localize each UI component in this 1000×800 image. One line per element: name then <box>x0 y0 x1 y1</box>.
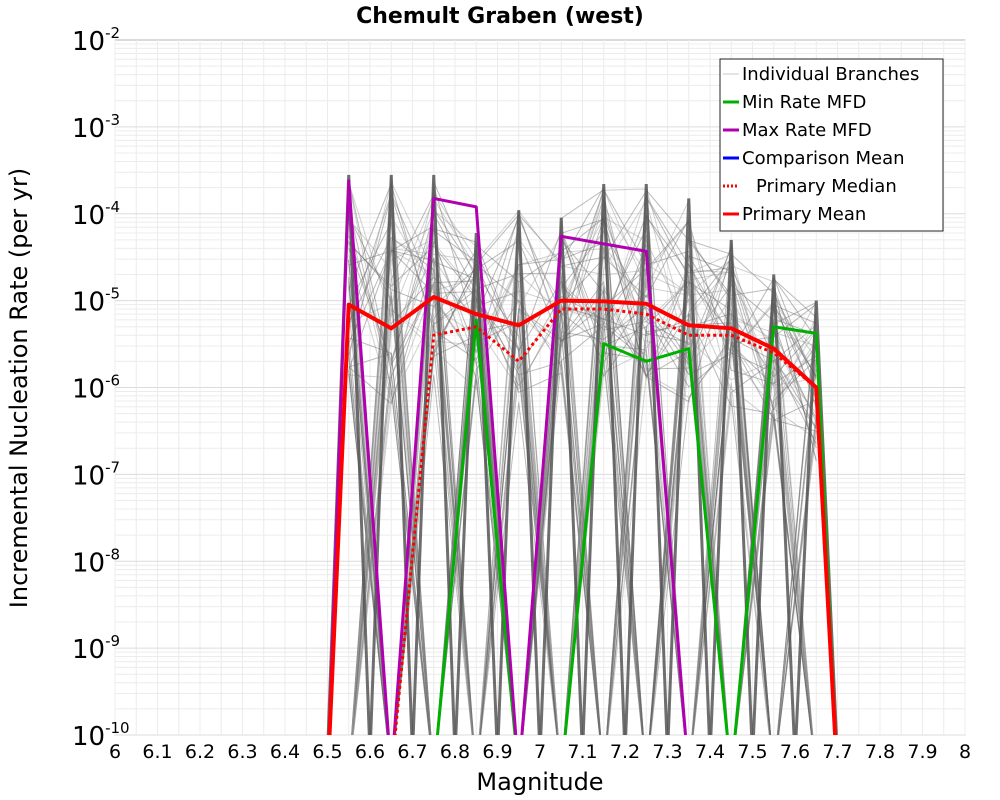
x-tick-label: 7.7 <box>822 741 852 763</box>
y-tick-label: 10-4 <box>72 198 120 231</box>
x-tick-label: 6 <box>109 741 121 763</box>
x-tick-label: 6.4 <box>270 741 300 763</box>
branch-spike <box>581 183 626 735</box>
y-tick-label: 10-7 <box>72 458 120 491</box>
branch-spike <box>539 217 584 735</box>
x-tick-label: 7.3 <box>652 741 682 763</box>
legend-label: Comparison Mean <box>742 148 905 169</box>
branch-line <box>348 188 771 735</box>
branch-line <box>348 286 729 735</box>
legend-box <box>719 58 944 232</box>
y-tick-labels: 10-10 10-9 10-8 10-7 10-6 10-5 10-4 10-3 10-2 <box>72 24 130 752</box>
x-tick-label: 7.9 <box>907 741 937 763</box>
branch-line <box>348 189 729 735</box>
branch-line <box>348 214 817 735</box>
x-tick-label: 6.3 <box>227 741 257 763</box>
branch-line <box>348 198 771 735</box>
branch-line <box>351 198 817 735</box>
branch-spike <box>496 210 541 735</box>
y-tick-label: 10-9 <box>72 632 120 665</box>
legend-label: Primary Median <box>756 176 897 197</box>
legend-label: Min Rate MFD <box>742 92 866 113</box>
x-tick-label: 7.2 <box>610 741 640 763</box>
branch-line <box>348 183 817 735</box>
y-tick-label: 10-2 <box>72 24 120 57</box>
series-line-primary-mean <box>327 295 838 735</box>
y-tick-label: 10-3 <box>72 111 120 144</box>
y-axis-label: Incremental Nucleation Rate (per yr) <box>5 168 33 608</box>
x-tick-label: 7 <box>534 741 546 763</box>
series-lines <box>327 179 838 735</box>
branch-line <box>351 210 817 735</box>
x-tick-label: 6.6 <box>355 741 385 763</box>
branch-line <box>352 227 817 735</box>
legend-label: Primary Mean <box>742 204 866 225</box>
x-tick-label: 6.8 <box>440 741 470 763</box>
x-tick-label: 7.6 <box>780 741 810 763</box>
y-tick-label: 10-10 <box>72 719 130 752</box>
x-tick-label: 6.1 <box>142 741 172 763</box>
legend: Individual Branches Min Rate MFD Max Rate … <box>719 58 944 232</box>
x-axis-label: Magnitude <box>476 768 603 796</box>
legend-label: Individual Branches <box>742 64 919 85</box>
branch-line <box>348 216 686 735</box>
branch-spike <box>666 198 711 735</box>
branch-line <box>351 193 817 735</box>
x-tick-label: 6.9 <box>482 741 512 763</box>
x-tick-label: 6.7 <box>397 741 427 763</box>
branch-line <box>348 218 817 735</box>
branch-spike <box>624 183 669 735</box>
x-tick-label: 7.8 <box>865 741 895 763</box>
branch-line <box>348 283 814 735</box>
y-tick-label: 10-5 <box>72 285 120 318</box>
branch-line <box>348 207 817 735</box>
branch-spike <box>752 274 796 735</box>
x-tick-label: 8 <box>959 741 971 763</box>
x-tick-label: 6.5 <box>312 741 342 763</box>
x-tick-label: 6.2 <box>185 741 215 763</box>
chart-title: Chemult Graben (west) <box>356 4 644 29</box>
x-tick-labels: 6 6.1 6.2 6.3 6.4 6.5 6.6 6.7 6.8 6.9 7 7.1 7.2 7.3 7.… <box>109 741 971 763</box>
series-line-primary-median <box>393 307 837 735</box>
x-tick-label: 7.5 <box>737 741 767 763</box>
branch-line <box>348 185 817 735</box>
branch-spike <box>411 174 456 735</box>
y-tick-label: 10-8 <box>72 545 120 578</box>
branch-line <box>351 188 817 735</box>
branch-spike <box>709 239 754 735</box>
branch-line <box>348 229 817 735</box>
branch-line <box>351 238 817 735</box>
x-tick-label: 7.4 <box>695 741 725 763</box>
series-line-min-rate-mfd <box>435 318 837 735</box>
branch-spike <box>454 232 499 735</box>
x-tick-label: 7.1 <box>567 741 597 763</box>
branch-spike <box>369 174 414 735</box>
legend-label: Max Rate MFD <box>742 120 872 141</box>
series-line-max-rate-mfd <box>327 179 688 735</box>
y-tick-label: 10-6 <box>72 372 120 405</box>
branch-line <box>437 218 772 735</box>
